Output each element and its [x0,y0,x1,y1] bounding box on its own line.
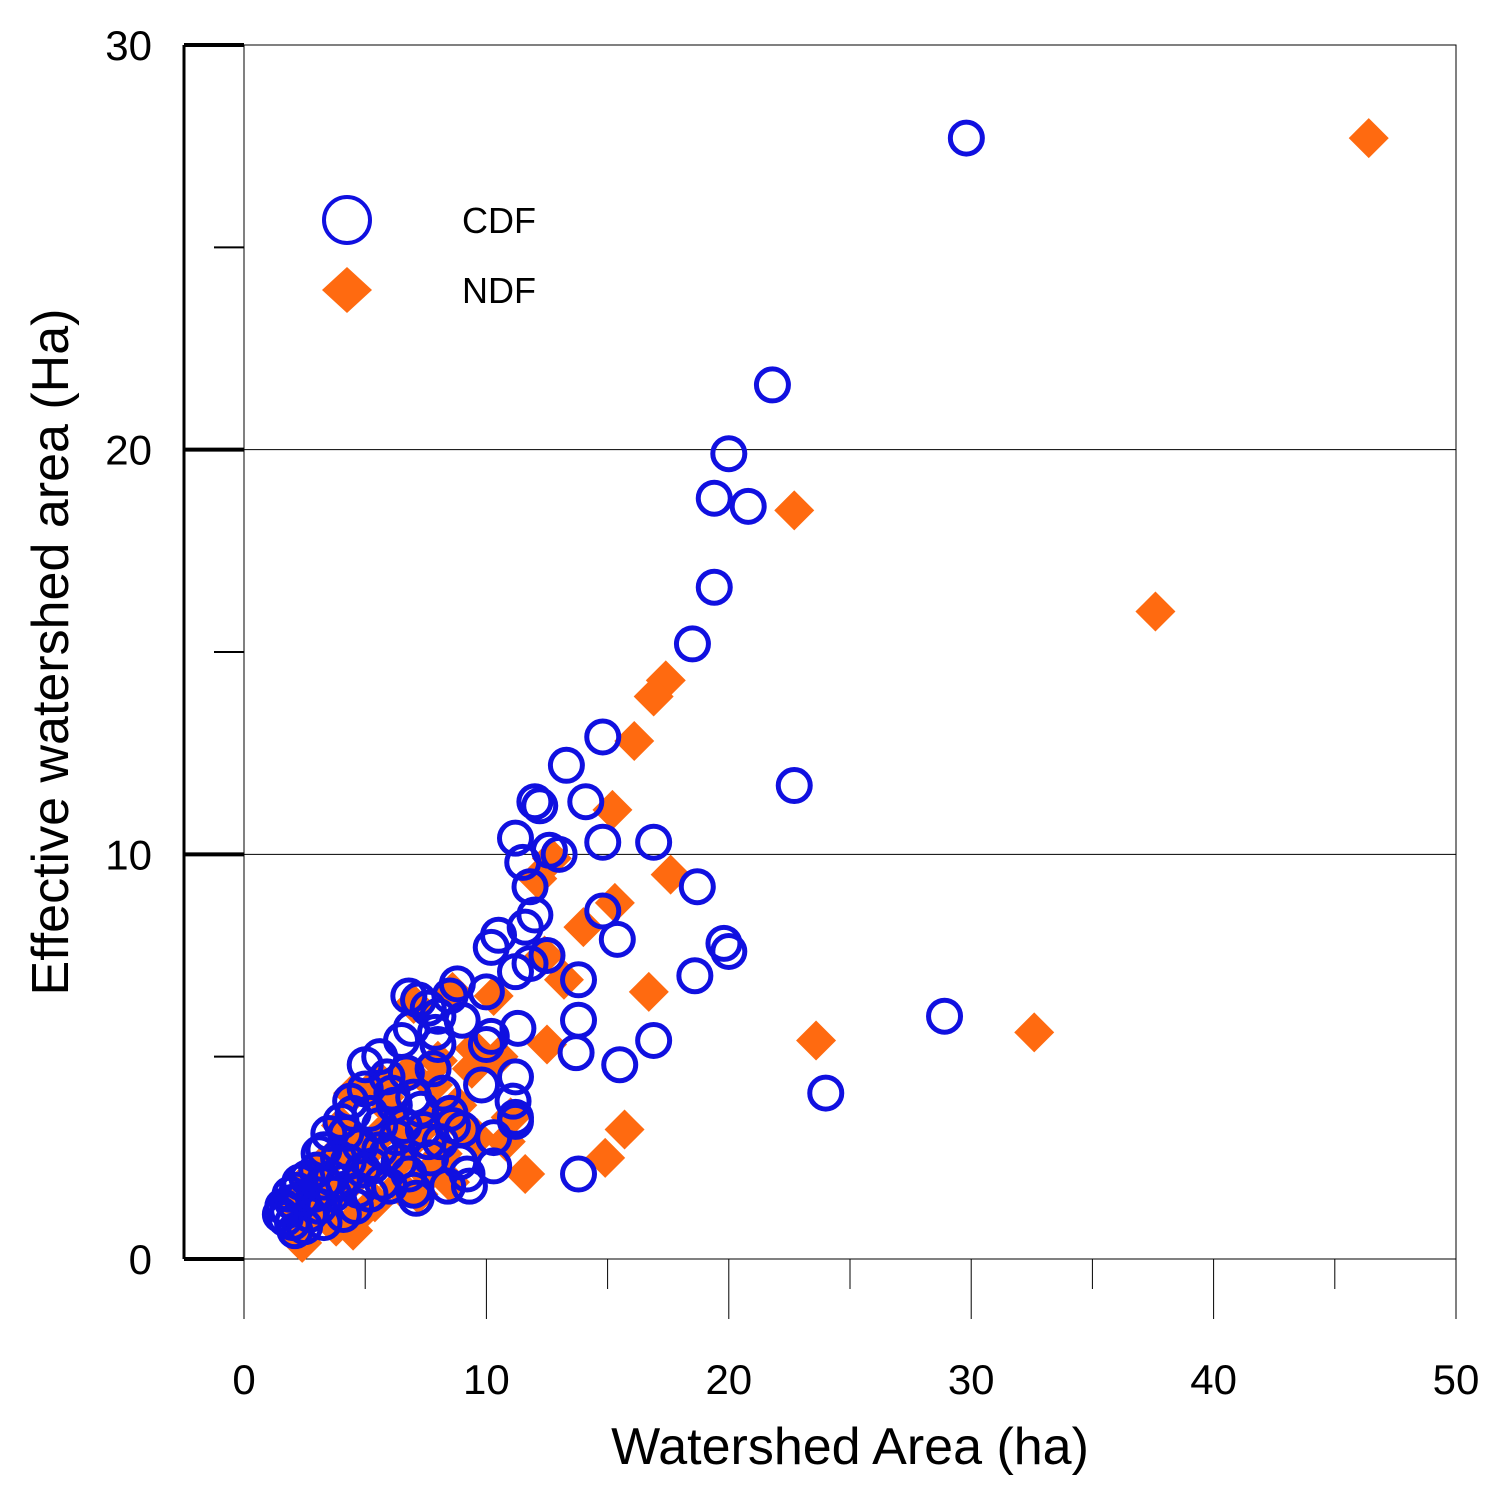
cdf-point [567,783,605,821]
ndf-point [774,490,815,531]
legend-cdf-label: CDF [462,200,536,241]
cdf-point [678,868,716,906]
cdf-point [560,961,598,999]
cdf-point [414,1050,452,1088]
cdf-point [499,1009,537,1047]
ndf-point [614,721,655,762]
cdf-point [475,1119,513,1157]
x-axis-title: Watershed Area (ha) [611,1418,1089,1476]
cdf-point [506,908,544,946]
cdf-point [433,1106,471,1144]
cdf-point [695,479,733,517]
data-points [261,118,1389,1263]
ndf-point [1014,1012,1055,1053]
cdf-point [332,1082,370,1120]
cdf-point [947,119,985,157]
cdf-point [351,1094,389,1132]
cdf-point [584,718,622,756]
cdf-point [540,835,578,873]
cdf-point [261,1195,299,1233]
cdf-point [710,435,748,473]
legend: CDF NDF [322,195,536,313]
cdf-point [695,568,733,606]
cdf-point [547,746,585,784]
ndf-point [628,971,669,1012]
axes: 0 10 20 30 0 10 20 30 40 50 [105,22,1479,1403]
cdf-point [598,920,636,958]
legend-cdf-marker [322,195,372,245]
cdf-point [584,892,622,930]
cdf-point [467,973,505,1011]
cdf-point [710,932,748,970]
cdf-point [673,625,711,663]
cdf-point [504,843,542,881]
ndf-point [563,907,604,948]
ndf-point [527,1024,567,1065]
cdf-point [807,1074,845,1112]
cdf-point [601,1046,639,1084]
ndf-point [604,1109,645,1150]
grid [244,449,1456,855]
y-axis-ticks: 0 10 20 30 [105,22,244,1283]
cdf-point [392,1009,430,1047]
cdf-point [494,1082,532,1120]
x-axis-ticks: 0 10 20 30 40 50 [232,1259,1479,1403]
cdf-point [775,767,813,805]
cdf-point [448,1155,486,1193]
cdf-point [472,928,510,966]
cdf-point [363,1163,401,1201]
y-tick-label: 10 [105,831,152,878]
cdf-point [300,1135,338,1173]
ndf-point [796,1020,837,1061]
cdf-point [676,957,714,995]
legend-ndf-label: NDF [462,270,536,311]
ndf-point [633,676,674,717]
cdf-point [339,1171,377,1209]
y-axis-title: Effective watershed area (Ha) [22,309,80,996]
cdf-point [310,1115,348,1153]
cdf-point [753,366,791,404]
y-tick-label: 20 [105,427,152,474]
x-tick-label: 40 [1190,1356,1237,1403]
legend-ndf-marker [322,267,372,313]
cdf-point [635,823,673,861]
cdf-point [305,1163,343,1201]
x-tick-label: 50 [1433,1356,1480,1403]
cdf-point [926,997,964,1035]
cdf-point [271,1175,309,1213]
y-tick-label: 30 [105,22,152,69]
ndf-point [1135,591,1176,632]
cdf-point [475,1147,513,1185]
cdf-point [560,1155,598,1193]
x-tick-label: 20 [705,1356,752,1403]
cdf-point [496,953,534,991]
cdf-point [584,823,622,861]
cdf-point [496,1058,534,1096]
cdf-point [467,1026,505,1064]
cdf-point [463,1066,501,1104]
ndf-point [1348,118,1389,159]
y-tick-label: 0 [129,1236,152,1283]
cdf-point [373,1074,411,1112]
ndf-point [505,1154,546,1195]
x-tick-label: 0 [232,1356,255,1403]
cdf-point [496,819,534,857]
cdf-point [516,783,554,821]
cdf-point [635,1021,673,1059]
cdf-point [511,868,549,906]
cdf-point [346,1046,384,1084]
cdf-point [443,1001,481,1039]
cdf-point [528,937,566,974]
cdf-point [729,487,767,525]
cdf-point [557,1034,595,1072]
x-tick-label: 10 [463,1356,510,1403]
cdf-point [424,1074,462,1112]
cdf-point [521,787,559,825]
x-tick-label: 30 [948,1356,995,1403]
